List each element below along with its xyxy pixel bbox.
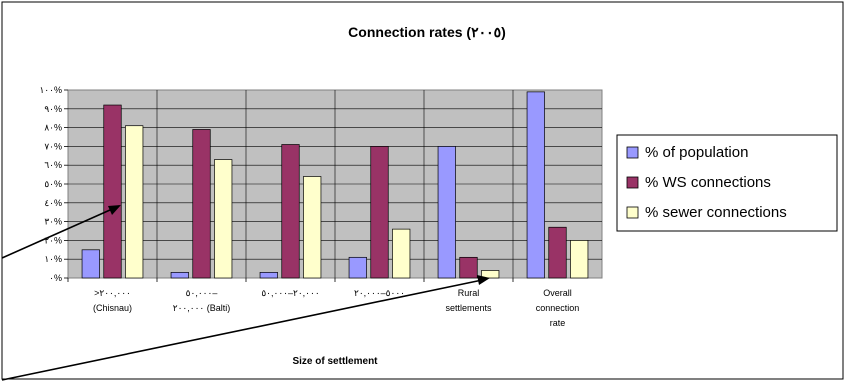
arrow-head-lower: [477, 275, 490, 285]
y-tick-label: ٩٠%: [44, 104, 62, 114]
arrow-line-lower: [1, 278, 488, 381]
bar-sewer-connections: [392, 228, 411, 279]
bar-population: [259, 272, 278, 279]
x-axis-label: Size of settlement: [292, 356, 378, 367]
bar-sewer-connections: [570, 240, 589, 279]
x-category-label: >٢٠٠,٠٠٠: [94, 288, 131, 298]
bar-population: [526, 91, 545, 279]
x-category-label: rate: [550, 318, 566, 328]
bar-population: [348, 256, 367, 279]
y-tick-label: ٢٠%: [44, 235, 62, 245]
bars: [81, 91, 589, 279]
legend-label: % sewer connections: [645, 204, 787, 221]
bar-ws-connections: [459, 256, 478, 279]
gridlines: [68, 90, 602, 278]
bar-ws-connections: [281, 144, 300, 279]
legend-swatch: [626, 146, 639, 159]
bar-ws-connections: [548, 226, 567, 279]
y-axis-ticks: ٠% ١٠% ٢٠% ٣٠% ٤٠% ٥٠% ٦٠% ٧٠% ٨٠% ٩٠% ١٠٠%: [39, 85, 68, 283]
plot-area: ٠% ١٠% ٢٠% ٣٠% ٤٠% ٥٠% ٦٠% ٧٠% ٨٠% ٩٠% ١٠٠% >٢٠٠,٠…: [39, 85, 603, 328]
arrow-head-upper: [108, 205, 121, 215]
legend-box: [616, 134, 838, 232]
y-tick-label: ٠%: [49, 273, 62, 283]
bar-sewer-connections: [481, 270, 500, 279]
legend-swatch: [626, 176, 639, 189]
y-tick-label: ٥٠%: [44, 179, 62, 189]
arrow-line-upper: [1, 205, 120, 259]
x-category-label: ٥٠,٠٠٠–: [186, 288, 218, 298]
legend-swatch: [626, 206, 639, 219]
x-category-label: ٢٠٠,٠٠٠ (Balti): [173, 303, 231, 313]
bar-sewer-connections: [125, 125, 144, 279]
y-tick-label: ٨٠%: [44, 123, 62, 133]
bar-ws-connections: [370, 146, 389, 279]
legend-label: % WS connections: [645, 174, 771, 191]
x-category-label: connection: [536, 303, 580, 313]
x-category-label: Rural: [458, 288, 480, 298]
x-category-label: settlements: [445, 303, 492, 313]
y-tick-label: ٤٠%: [44, 198, 62, 208]
pointer-arrows: [1, 205, 490, 381]
legend-label: % of population: [645, 144, 748, 161]
x-category-label: (Chisnau): [93, 303, 132, 313]
y-tick-label: ٧٠%: [44, 141, 62, 151]
chart-title: Connection rates (٢٠٠٥): [348, 24, 506, 40]
y-tick-label: ١٠٠%: [39, 85, 62, 95]
y-tick-label: ٦٠%: [44, 160, 62, 170]
bar-population: [81, 249, 100, 279]
x-category-label: Overall: [543, 288, 572, 298]
x-category-label: ٥٠٠٠–٢٠,٠٠٠: [354, 288, 405, 298]
bar-sewer-connections: [214, 159, 233, 279]
x-axis-categories: >٢٠٠,٠٠٠ (Chisnau) ٥٠,٠٠٠– ٢٠٠,٠٠٠ (Balti) ٢…: [67, 278, 580, 328]
bar-ws-connections: [103, 104, 122, 279]
legend: % of population % WS connections % sewer c…: [616, 134, 838, 232]
bar-population: [170, 272, 189, 279]
x-category-label: ٢٠,٠٠٠–٥٠,٠٠٠: [261, 288, 319, 298]
bar-ws-connections: [192, 129, 211, 279]
y-tick-label: ١٠%: [44, 254, 62, 264]
y-tick-label: ٣٠%: [44, 217, 62, 227]
bar-sewer-connections: [303, 176, 322, 279]
bar-population: [437, 146, 456, 279]
